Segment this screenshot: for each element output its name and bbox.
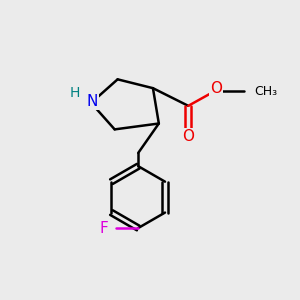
Text: O: O — [182, 129, 194, 144]
Text: O: O — [210, 81, 222, 96]
Text: H: H — [69, 86, 80, 100]
Text: F: F — [99, 220, 108, 236]
Text: CH₃: CH₃ — [254, 85, 278, 98]
Text: N: N — [87, 94, 98, 109]
